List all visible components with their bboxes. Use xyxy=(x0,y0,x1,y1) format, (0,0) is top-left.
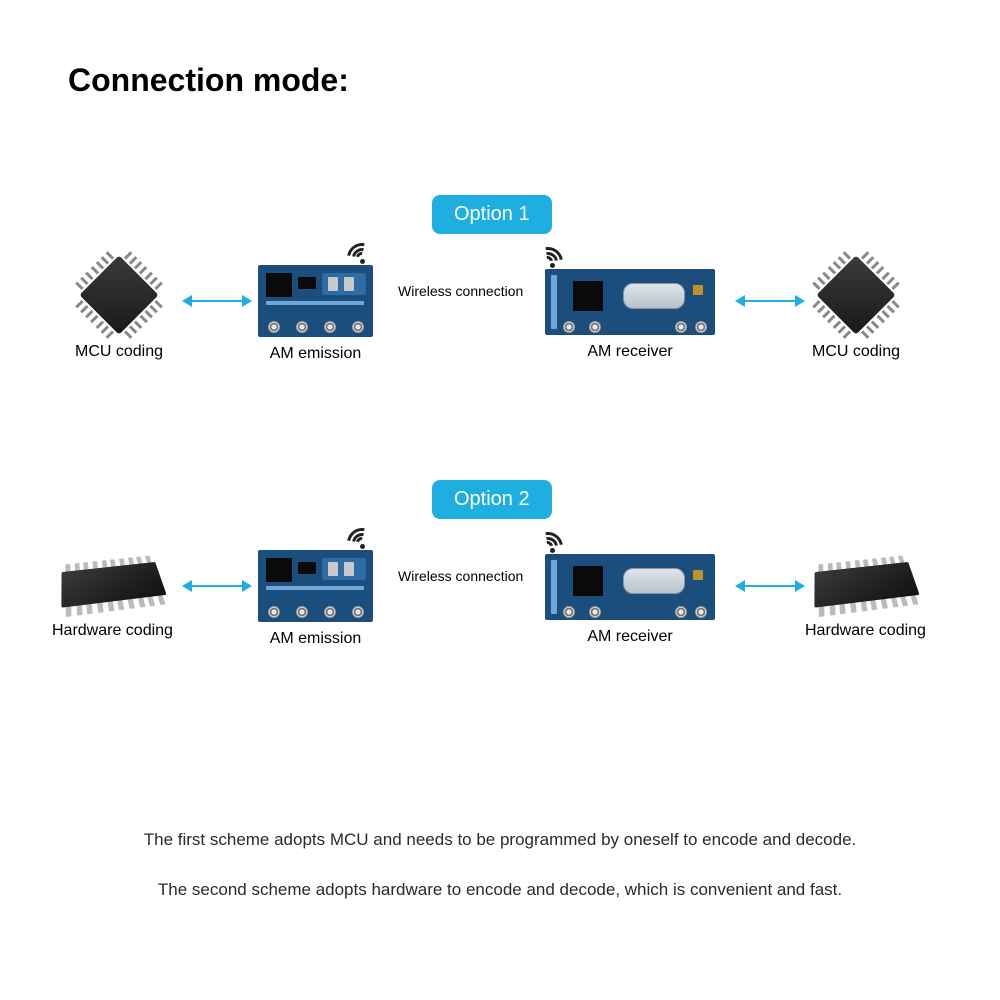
hw-right-node: Hardware coding xyxy=(805,552,926,640)
rx-module-icon xyxy=(545,554,715,620)
hw-left-label: Hardware coding xyxy=(52,622,173,640)
wifi-icon xyxy=(347,239,383,275)
tx-module-node: AM emission xyxy=(258,265,373,363)
mcu-right-node: MCU coding xyxy=(812,255,900,361)
hw-right-label: Hardware coding xyxy=(805,622,926,640)
arrow-icon xyxy=(735,295,805,307)
rx-module-icon xyxy=(545,269,715,335)
mcu-left-node: MCU coding xyxy=(75,255,163,361)
tx-module-icon xyxy=(258,265,373,337)
wifi-icon xyxy=(533,528,569,564)
hw-left-node: Hardware coding xyxy=(52,552,173,640)
option-1-badge: Option 1 xyxy=(432,195,552,234)
chip-soic-icon xyxy=(815,555,923,617)
footer-line-2: The second scheme adopts hardware to enc… xyxy=(0,880,1000,900)
tx-2-label: AM emission xyxy=(270,630,362,648)
rx-module-2-node: AM receiver xyxy=(545,554,715,646)
arrow-icon xyxy=(735,580,805,592)
footer-line-1: The first scheme adopts MCU and needs to… xyxy=(0,830,1000,850)
rx-2-label: AM receiver xyxy=(587,628,672,646)
wireless-connection-label: Wireless connection xyxy=(398,283,523,299)
chip-qfp-icon xyxy=(79,255,159,335)
wireless-connection-2-label: Wireless connection xyxy=(398,568,523,584)
arrow-icon xyxy=(182,580,252,592)
wifi-icon xyxy=(347,524,383,560)
tx-label: AM emission xyxy=(270,345,362,363)
chip-qfp-icon xyxy=(816,255,896,335)
rx-module-node: AM receiver xyxy=(545,269,715,361)
rx-label: AM receiver xyxy=(587,343,672,361)
tx-module-icon xyxy=(258,550,373,622)
option-2-row: Hardware coding AM emission Wireless c xyxy=(0,540,1000,680)
tx-module-2-node: AM emission xyxy=(258,550,373,648)
chip-soic-icon xyxy=(62,555,170,617)
option-2-badge: Option 2 xyxy=(432,480,552,519)
wifi-icon xyxy=(533,243,569,279)
option-1-row: MCU coding AM emission Wireless con xyxy=(0,255,1000,395)
arrow-icon xyxy=(182,295,252,307)
page-title: Connection mode: xyxy=(68,62,349,99)
